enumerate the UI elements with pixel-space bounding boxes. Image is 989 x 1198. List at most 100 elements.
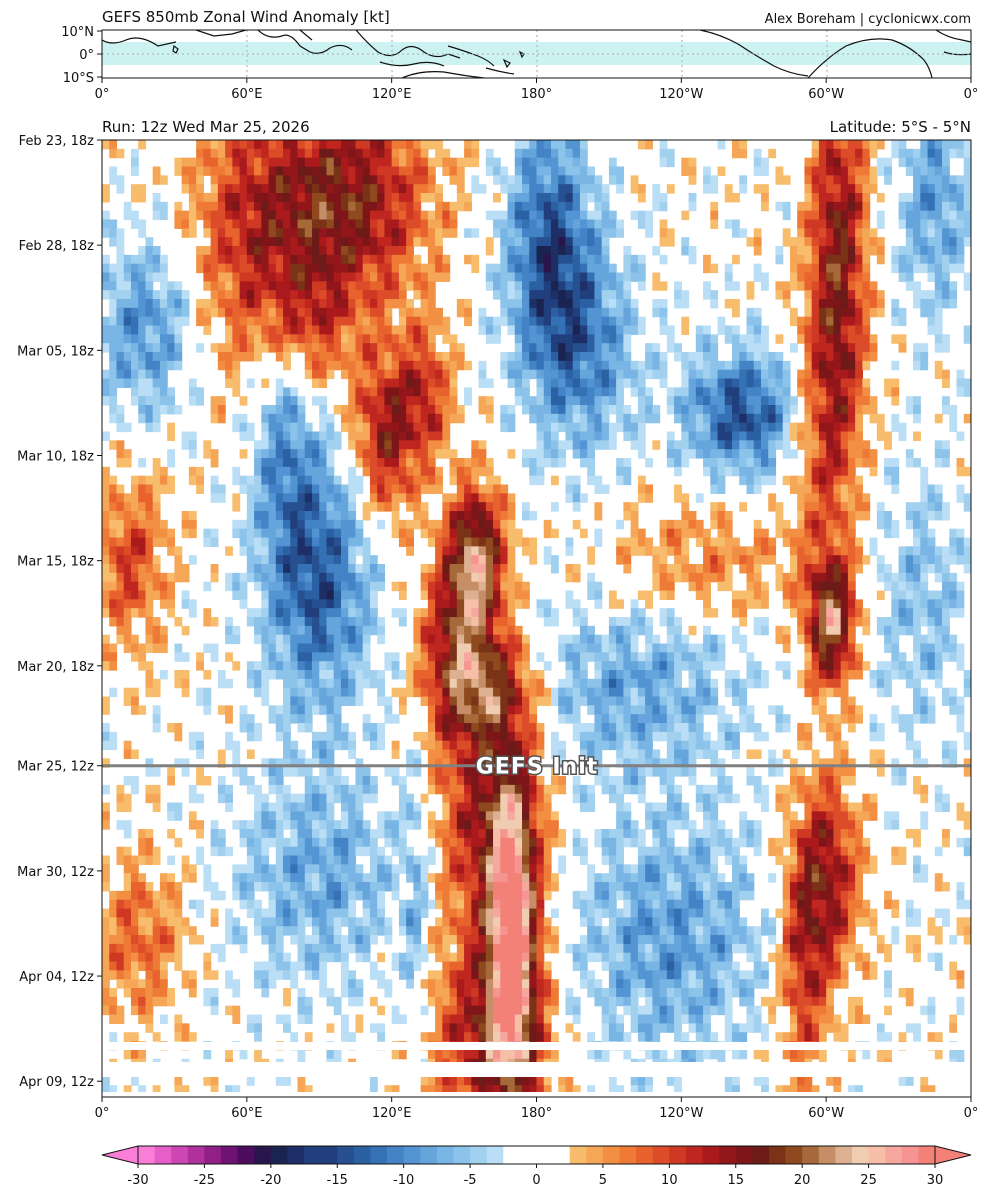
anomaly-cell bbox=[782, 378, 791, 388]
anomaly-cell bbox=[420, 652, 429, 662]
anomaly-cell bbox=[963, 140, 971, 150]
anomaly-cell bbox=[855, 184, 863, 194]
anomaly-cell bbox=[304, 599, 313, 609]
anomaly-cell bbox=[138, 643, 147, 653]
anomaly-cell bbox=[398, 325, 407, 335]
anomaly-cell bbox=[427, 449, 436, 459]
anomaly-cell bbox=[913, 519, 921, 530]
anomaly-cell bbox=[123, 201, 132, 212]
anomaly-cell bbox=[804, 475, 813, 486]
anomaly-cell bbox=[949, 263, 958, 274]
anomaly-cell bbox=[442, 431, 451, 441]
anomaly-cell bbox=[703, 634, 711, 645]
anomaly-cell bbox=[427, 290, 436, 300]
anomaly-cell bbox=[377, 299, 386, 309]
anomaly-cell bbox=[529, 281, 538, 291]
anomaly-cell bbox=[536, 387, 545, 397]
anomaly-cell bbox=[826, 475, 835, 486]
anomaly-cell bbox=[109, 528, 118, 539]
anomaly-cell bbox=[818, 246, 827, 256]
anomaly-cell bbox=[188, 431, 197, 441]
anomaly-cell bbox=[920, 201, 929, 212]
anomaly-cell bbox=[174, 652, 183, 662]
anomaly-cell bbox=[753, 334, 762, 344]
anomaly-cell bbox=[116, 246, 125, 256]
anomaly-cell bbox=[637, 661, 646, 671]
anomaly-cell bbox=[174, 166, 183, 176]
anomaly-cell bbox=[724, 537, 733, 547]
anomaly-cell bbox=[550, 237, 559, 247]
anomaly-cell bbox=[478, 652, 487, 662]
anomaly-cell bbox=[449, 652, 458, 662]
anomaly-cell bbox=[377, 440, 386, 450]
anomaly-cell bbox=[138, 219, 147, 229]
anomaly-cell bbox=[732, 387, 740, 397]
anomaly-cell bbox=[232, 493, 241, 503]
anomaly-cell bbox=[225, 360, 233, 371]
anomaly-cell bbox=[717, 449, 726, 459]
anomaly-cell bbox=[210, 272, 219, 282]
anomaly-cell bbox=[485, 263, 494, 274]
anomaly-cell bbox=[934, 307, 943, 318]
anomaly-cell bbox=[138, 599, 147, 609]
anomaly-cell bbox=[608, 387, 617, 397]
anomaly-cell bbox=[891, 661, 900, 671]
anomaly-cell bbox=[507, 608, 516, 618]
anomaly-cell bbox=[579, 166, 588, 176]
anomaly-cell bbox=[290, 254, 299, 265]
anomaly-cell bbox=[949, 413, 958, 424]
anomaly-cell bbox=[811, 246, 820, 256]
anomaly-cell bbox=[478, 661, 487, 671]
anomaly-cell bbox=[847, 325, 856, 335]
anomaly-cell bbox=[956, 652, 965, 662]
anomaly-cell bbox=[471, 175, 480, 185]
anomaly-cell bbox=[558, 343, 567, 353]
anomaly-cell bbox=[862, 254, 871, 265]
anomaly-cell bbox=[174, 210, 183, 221]
anomaly-cell bbox=[500, 546, 509, 556]
anomaly-cell bbox=[319, 281, 328, 291]
anomaly-cell bbox=[652, 343, 661, 353]
anomaly-cell bbox=[478, 405, 487, 415]
anomaly-cell bbox=[840, 281, 849, 291]
anomaly-cell bbox=[898, 219, 907, 229]
anomaly-cell bbox=[601, 396, 610, 406]
anomaly-cell bbox=[196, 184, 204, 194]
anomaly-cell bbox=[485, 608, 494, 618]
anomaly-cell bbox=[782, 369, 791, 380]
anomaly-cell bbox=[840, 263, 849, 274]
anomaly-cell bbox=[862, 281, 871, 291]
anomaly-cell bbox=[739, 564, 748, 574]
anomaly-cell bbox=[732, 193, 740, 203]
anomaly-cell bbox=[550, 396, 559, 406]
anomaly-cell bbox=[268, 254, 277, 265]
anomaly-cell bbox=[268, 634, 277, 645]
anomaly-cell bbox=[739, 422, 748, 433]
anomaly-cell bbox=[811, 148, 820, 159]
anomaly-cell bbox=[942, 290, 950, 300]
anomaly-cell bbox=[840, 396, 849, 406]
anomaly-cell bbox=[739, 546, 748, 556]
anomaly-cell bbox=[724, 396, 733, 406]
anomaly-cell bbox=[739, 431, 748, 441]
anomaly-cell bbox=[456, 564, 465, 574]
anomaly-cell bbox=[804, 378, 813, 388]
anomaly-cell bbox=[587, 396, 596, 406]
anomaly-cell bbox=[391, 661, 400, 671]
anomaly-cell bbox=[847, 237, 856, 247]
anomaly-cell bbox=[261, 299, 270, 309]
anomaly-cell bbox=[239, 352, 248, 362]
anomaly-cell bbox=[862, 175, 871, 185]
anomaly-cell bbox=[123, 299, 132, 309]
anomaly-cell bbox=[934, 219, 943, 229]
anomaly-cell bbox=[369, 431, 378, 441]
anomaly-cell bbox=[616, 475, 624, 486]
anomaly-cell bbox=[456, 661, 465, 671]
anomaly-cell bbox=[102, 210, 110, 221]
anomaly-cell bbox=[203, 316, 212, 327]
anomaly-cell bbox=[340, 546, 349, 556]
anomaly-cell bbox=[869, 237, 878, 247]
anomaly-cell bbox=[116, 440, 125, 450]
anomaly-cell bbox=[406, 652, 414, 662]
anomaly-cell bbox=[956, 237, 965, 247]
